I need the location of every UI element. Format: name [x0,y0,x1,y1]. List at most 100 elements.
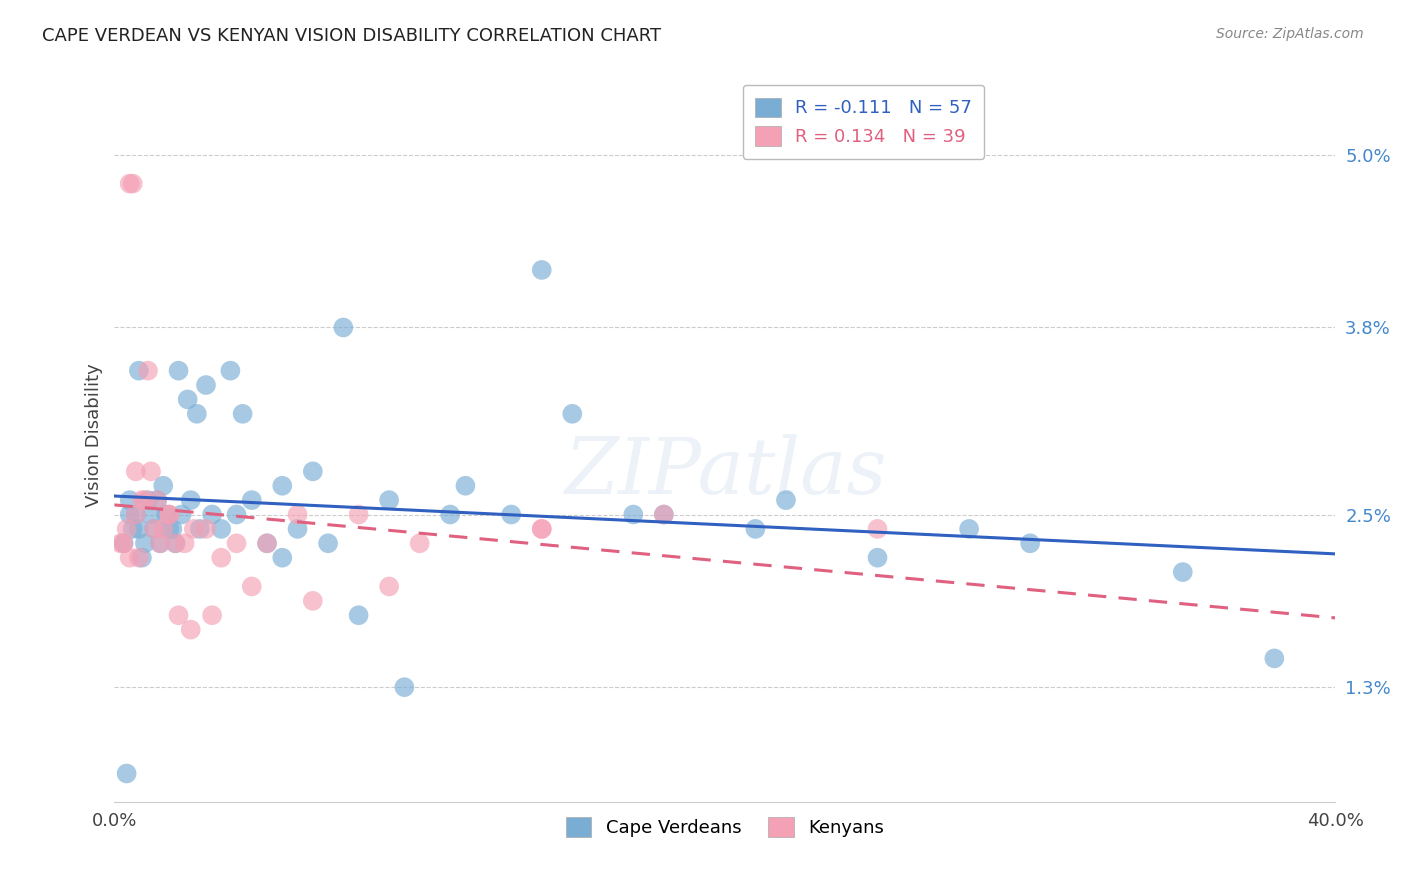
Point [301,464,323,478]
Point [439,508,461,522]
Point [152,522,174,536]
Point [501,508,523,522]
Point [195,522,218,536]
Point [131,493,153,508]
Point [271,479,294,493]
Point [118,550,141,565]
Point [256,536,278,550]
Point [201,608,224,623]
Point [183,522,205,536]
Point [131,550,153,565]
Point [118,177,141,191]
Point [125,508,148,522]
Point [240,579,263,593]
Point [957,522,980,536]
Point [128,522,150,536]
Point [157,508,180,522]
Point [378,493,401,508]
Legend: Cape Verdeans, Kenyans: Cape Verdeans, Kenyans [558,810,891,845]
Point [112,536,135,550]
Point [128,364,150,378]
Point [115,766,138,780]
Point [170,508,193,522]
Point [454,479,477,493]
Point [167,364,190,378]
Point [128,550,150,565]
Point [347,608,370,623]
Point [287,522,309,536]
Point [112,536,135,550]
Point [118,493,141,508]
Point [146,493,169,508]
Point [240,493,263,508]
Point [225,508,247,522]
Point [125,508,148,522]
Point [149,536,172,550]
Point [378,579,401,593]
Y-axis label: Vision Disability: Vision Disability [86,364,103,508]
Point [121,522,143,536]
Point [155,508,177,522]
Point [744,522,766,536]
Point [1019,536,1042,550]
Point [165,536,187,550]
Point [118,508,141,522]
Point [332,320,354,334]
Point [157,522,180,536]
Point [209,550,232,565]
Text: CAPE VERDEAN VS KENYAN VISION DISABILITY CORRELATION CHART: CAPE VERDEAN VS KENYAN VISION DISABILITY… [42,27,661,45]
Point [110,536,132,550]
Point [195,378,218,392]
Point [152,479,174,493]
Point [115,522,138,536]
Point [225,536,247,550]
Point [162,522,184,536]
Point [652,508,675,522]
Point [1263,651,1285,665]
Point [287,508,309,522]
Point [316,536,339,550]
Point [139,464,162,478]
Point [136,493,159,508]
Point [165,536,187,550]
Point [775,493,797,508]
Point [219,364,242,378]
Point [146,493,169,508]
Point [125,464,148,478]
Text: Source: ZipAtlas.com: Source: ZipAtlas.com [1216,27,1364,41]
Point [139,508,162,522]
Point [530,522,553,536]
Point [271,550,294,565]
Point [143,522,166,536]
Point [134,536,156,550]
Point [530,263,553,277]
Point [121,177,143,191]
Point [167,608,190,623]
Point [201,508,224,522]
Point [157,508,180,522]
Point [134,493,156,508]
Point [188,522,211,536]
Point [256,536,278,550]
Point [173,536,195,550]
Point [180,623,202,637]
Point [149,536,172,550]
Point [866,522,889,536]
Point [408,536,430,550]
Point [561,407,583,421]
Point [530,522,553,536]
Text: ZIPatlas: ZIPatlas [564,434,886,510]
Point [176,392,198,407]
Point [209,522,232,536]
Point [652,508,675,522]
Point [621,508,644,522]
Point [347,508,370,522]
Point [1171,565,1194,579]
Point [136,364,159,378]
Point [394,680,416,694]
Point [866,550,889,565]
Point [180,493,202,508]
Point [186,407,208,421]
Point [301,594,323,608]
Point [143,522,166,536]
